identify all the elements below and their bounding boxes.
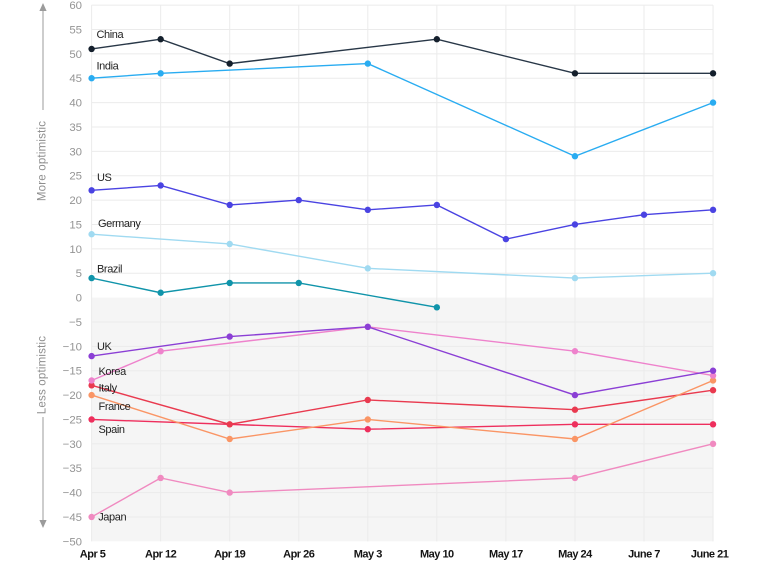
svg-text:UK: UK — [97, 341, 113, 353]
svg-text:5: 5 — [76, 268, 82, 280]
svg-text:Apr 5: Apr 5 — [80, 549, 106, 561]
svg-text:June 7: June 7 — [628, 549, 660, 561]
svg-text:15: 15 — [69, 219, 82, 231]
svg-text:China: China — [97, 29, 125, 41]
svg-text:55: 55 — [69, 24, 82, 36]
svg-text:US: US — [97, 172, 112, 184]
svg-text:−15: −15 — [63, 366, 82, 378]
svg-text:−10: −10 — [63, 341, 82, 353]
svg-text:35: 35 — [69, 122, 82, 134]
svg-text:60: 60 — [69, 0, 82, 12]
svg-text:Italy: Italy — [99, 383, 118, 395]
svg-text:50: 50 — [69, 49, 82, 61]
svg-text:Germany: Germany — [98, 218, 141, 230]
svg-text:May 3: May 3 — [354, 549, 382, 561]
svg-text:−50: −50 — [63, 536, 82, 548]
svg-text:−5: −5 — [69, 317, 82, 329]
svg-text:France: France — [99, 401, 131, 413]
svg-text:45: 45 — [69, 73, 82, 85]
svg-text:−30: −30 — [63, 439, 82, 451]
svg-text:Brazil: Brazil — [97, 264, 122, 276]
svg-text:Japan: Japan — [98, 512, 126, 524]
svg-text:40: 40 — [69, 98, 82, 110]
svg-text:May 24: May 24 — [558, 549, 593, 561]
svg-text:−40: −40 — [63, 488, 82, 500]
svg-text:−35: −35 — [63, 463, 82, 475]
svg-text:25: 25 — [69, 171, 82, 183]
svg-text:June 21: June 21 — [691, 549, 729, 561]
svg-text:−20: −20 — [63, 390, 82, 402]
svg-text:Korea: Korea — [99, 366, 128, 378]
svg-text:More optimistic: More optimistic — [37, 121, 49, 201]
svg-text:0: 0 — [76, 293, 82, 305]
svg-text:Apr 26: Apr 26 — [283, 549, 315, 561]
svg-text:Less optimistic: Less optimistic — [37, 336, 49, 414]
svg-text:May 17: May 17 — [489, 549, 523, 561]
svg-text:−45: −45 — [63, 512, 82, 524]
svg-text:20: 20 — [69, 195, 82, 207]
svg-text:30: 30 — [69, 146, 82, 158]
svg-text:Apr 12: Apr 12 — [145, 549, 177, 561]
svg-text:−25: −25 — [63, 414, 82, 426]
svg-text:India: India — [97, 61, 120, 73]
svg-text:Apr 19: Apr 19 — [214, 549, 246, 561]
svg-text:Spain: Spain — [99, 424, 125, 436]
svg-text:10: 10 — [69, 244, 82, 256]
svg-text:May 10: May 10 — [420, 549, 454, 561]
